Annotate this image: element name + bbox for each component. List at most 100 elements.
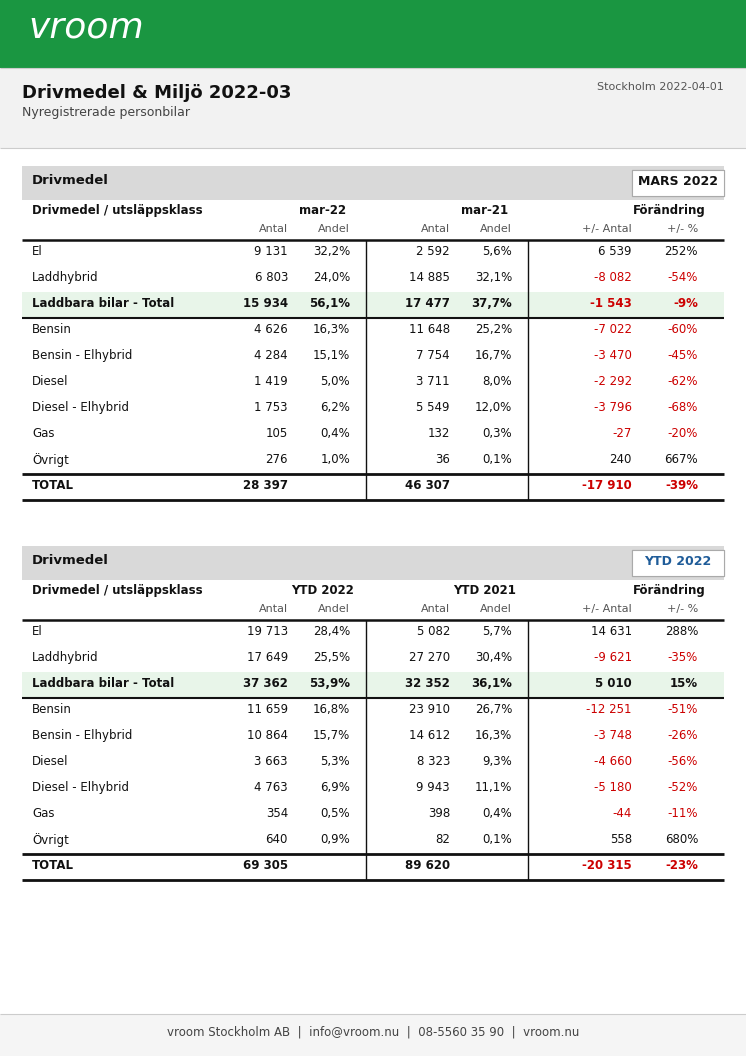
Text: -39%: -39% bbox=[665, 479, 698, 492]
Text: 0,1%: 0,1% bbox=[482, 453, 512, 466]
Text: 680%: 680% bbox=[665, 833, 698, 846]
Text: 36: 36 bbox=[435, 453, 450, 466]
Text: 132: 132 bbox=[427, 427, 450, 440]
Bar bbox=[632, 550, 724, 576]
Text: Antal: Antal bbox=[259, 604, 288, 614]
Text: 0,3%: 0,3% bbox=[483, 427, 512, 440]
Text: 0,5%: 0,5% bbox=[320, 807, 350, 821]
Text: -1 543: -1 543 bbox=[590, 297, 632, 310]
Text: Stockholm 2022-04-01: Stockholm 2022-04-01 bbox=[598, 82, 724, 92]
Text: +/- Antal: +/- Antal bbox=[582, 604, 632, 614]
Text: Bensin: Bensin bbox=[32, 703, 72, 716]
Text: 4 626: 4 626 bbox=[254, 323, 288, 336]
Text: 9 131: 9 131 bbox=[254, 245, 288, 258]
Text: 15%: 15% bbox=[670, 677, 698, 690]
Bar bbox=[22, 672, 724, 698]
Text: 2 592: 2 592 bbox=[416, 245, 450, 258]
Text: Bensin: Bensin bbox=[32, 323, 72, 336]
Text: -60%: -60% bbox=[668, 323, 698, 336]
Text: 8 323: 8 323 bbox=[416, 755, 450, 768]
Text: 37 362: 37 362 bbox=[243, 677, 288, 690]
Text: Antal: Antal bbox=[421, 604, 450, 614]
Text: 17 477: 17 477 bbox=[405, 297, 450, 310]
Text: mar-21: mar-21 bbox=[462, 204, 509, 216]
Text: -52%: -52% bbox=[668, 781, 698, 794]
Text: 276: 276 bbox=[266, 453, 288, 466]
Text: 288%: 288% bbox=[665, 625, 698, 638]
Text: -3 796: -3 796 bbox=[594, 401, 632, 414]
Text: 32,1%: 32,1% bbox=[474, 271, 512, 284]
Text: -12 251: -12 251 bbox=[586, 703, 632, 716]
Text: -51%: -51% bbox=[668, 703, 698, 716]
Text: +/- Antal: +/- Antal bbox=[582, 224, 632, 234]
Text: +/- %: +/- % bbox=[667, 604, 698, 614]
Text: 105: 105 bbox=[266, 427, 288, 440]
Text: 32 352: 32 352 bbox=[405, 677, 450, 690]
Text: 56,1%: 56,1% bbox=[309, 297, 350, 310]
Text: Diesel: Diesel bbox=[32, 755, 69, 768]
Text: -45%: -45% bbox=[668, 348, 698, 362]
Text: 252%: 252% bbox=[665, 245, 698, 258]
Text: 5 549: 5 549 bbox=[416, 401, 450, 414]
Text: 23 910: 23 910 bbox=[409, 703, 450, 716]
Text: 4 763: 4 763 bbox=[254, 781, 288, 794]
Text: 11,1%: 11,1% bbox=[474, 781, 512, 794]
Text: 15 934: 15 934 bbox=[243, 297, 288, 310]
Text: 27 270: 27 270 bbox=[409, 650, 450, 664]
Text: 16,3%: 16,3% bbox=[313, 323, 350, 336]
Text: -11%: -11% bbox=[668, 807, 698, 821]
Text: 53,9%: 53,9% bbox=[309, 677, 350, 690]
Text: Gas: Gas bbox=[32, 807, 54, 821]
Text: -44: -44 bbox=[612, 807, 632, 821]
Text: 1,0%: 1,0% bbox=[320, 453, 350, 466]
Bar bbox=[22, 293, 724, 318]
Text: 1 419: 1 419 bbox=[254, 375, 288, 388]
Text: Gas: Gas bbox=[32, 427, 54, 440]
Text: -4 660: -4 660 bbox=[594, 755, 632, 768]
Text: 36,1%: 36,1% bbox=[471, 677, 512, 690]
Text: 25,5%: 25,5% bbox=[313, 650, 350, 664]
Text: Förändring: Förändring bbox=[633, 584, 706, 597]
Text: 7 754: 7 754 bbox=[416, 348, 450, 362]
Text: 6,2%: 6,2% bbox=[320, 401, 350, 414]
Text: 6 539: 6 539 bbox=[598, 245, 632, 258]
Text: Bensin - Elhybrid: Bensin - Elhybrid bbox=[32, 729, 132, 742]
Text: -9 621: -9 621 bbox=[594, 650, 632, 664]
Text: 5,6%: 5,6% bbox=[482, 245, 512, 258]
Text: 25,2%: 25,2% bbox=[474, 323, 512, 336]
Text: 69 305: 69 305 bbox=[243, 859, 288, 872]
Text: -26%: -26% bbox=[668, 729, 698, 742]
Text: 3 663: 3 663 bbox=[254, 755, 288, 768]
Text: Drivmedel: Drivmedel bbox=[32, 174, 109, 187]
Text: 46 307: 46 307 bbox=[405, 479, 450, 492]
Bar bbox=[22, 546, 724, 580]
Text: 11 648: 11 648 bbox=[409, 323, 450, 336]
Text: -62%: -62% bbox=[668, 375, 698, 388]
Text: 640: 640 bbox=[266, 833, 288, 846]
Text: 14 631: 14 631 bbox=[591, 625, 632, 638]
Text: 16,3%: 16,3% bbox=[474, 729, 512, 742]
Text: mar-22: mar-22 bbox=[299, 204, 347, 216]
Text: 398: 398 bbox=[427, 807, 450, 821]
Text: -20 315: -20 315 bbox=[582, 859, 632, 872]
Text: 26,7%: 26,7% bbox=[474, 703, 512, 716]
Text: -3 470: -3 470 bbox=[594, 348, 632, 362]
Text: 667%: 667% bbox=[665, 453, 698, 466]
Bar bbox=[0, 148, 746, 1056]
Text: YTD 2022: YTD 2022 bbox=[292, 584, 354, 597]
Text: Laddbara bilar - Total: Laddbara bilar - Total bbox=[32, 677, 175, 690]
Text: 89 620: 89 620 bbox=[405, 859, 450, 872]
Text: 6,9%: 6,9% bbox=[320, 781, 350, 794]
Text: 28 397: 28 397 bbox=[243, 479, 288, 492]
Text: 6 803: 6 803 bbox=[254, 271, 288, 284]
Text: -56%: -56% bbox=[668, 755, 698, 768]
Text: Drivmedel / utsläppsklass: Drivmedel / utsläppsklass bbox=[32, 204, 203, 216]
Text: 14 612: 14 612 bbox=[409, 729, 450, 742]
Bar bbox=[632, 170, 724, 196]
Text: -8 082: -8 082 bbox=[595, 271, 632, 284]
Text: 82: 82 bbox=[435, 833, 450, 846]
Text: -17 910: -17 910 bbox=[582, 479, 632, 492]
Text: 15,7%: 15,7% bbox=[313, 729, 350, 742]
Text: 14 885: 14 885 bbox=[409, 271, 450, 284]
Text: YTD 2022: YTD 2022 bbox=[645, 555, 712, 568]
